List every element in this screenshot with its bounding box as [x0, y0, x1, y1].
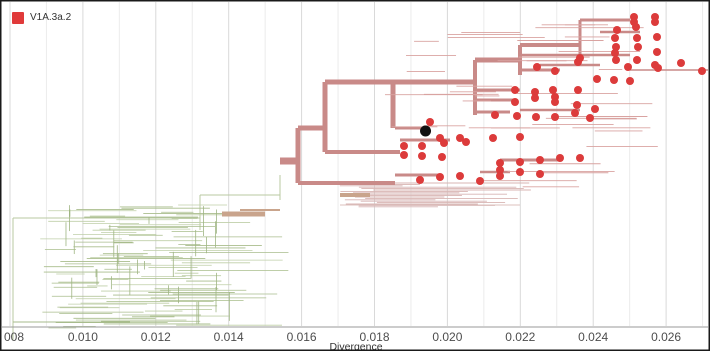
tip-point[interactable] — [418, 142, 426, 150]
x-tick-label: 0.012 — [141, 330, 171, 344]
tip-point[interactable] — [551, 98, 559, 106]
tip-point[interactable] — [531, 88, 539, 96]
tip-point[interactable] — [416, 176, 424, 184]
tip-point[interactable] — [573, 101, 581, 109]
x-tick-label: 0.014 — [214, 330, 244, 344]
tip-point[interactable] — [613, 26, 621, 34]
x-tick-label: 008 — [4, 330, 24, 344]
legend: V1A.3a.2 — [12, 12, 71, 24]
tip-point[interactable] — [654, 64, 662, 72]
tip-point[interactable] — [571, 109, 579, 117]
tip-point[interactable] — [574, 58, 582, 66]
tip-point[interactable] — [593, 75, 601, 83]
tip-point[interactable] — [536, 156, 544, 164]
tip-point[interactable] — [456, 134, 464, 142]
tip-point[interactable] — [591, 105, 599, 113]
tip-point[interactable] — [513, 112, 521, 120]
selected-node-layer[interactable] — [420, 125, 432, 137]
tip-point[interactable] — [438, 153, 446, 161]
tip-point[interactable] — [634, 43, 642, 51]
tip-point[interactable] — [436, 173, 444, 181]
tip-point[interactable] — [626, 77, 634, 85]
x-axis-title: Divergence — [329, 341, 382, 351]
tip-point[interactable] — [400, 142, 408, 150]
tip-point[interactable] — [624, 63, 632, 71]
tip-point[interactable] — [418, 152, 426, 160]
tip-point[interactable] — [574, 86, 582, 94]
intermediate-clade-branches — [222, 182, 531, 217]
tip-point[interactable] — [536, 170, 544, 178]
tip-point[interactable] — [653, 48, 661, 56]
tip-point[interactable] — [556, 154, 564, 162]
tip-point[interactable] — [400, 151, 408, 159]
tip-point[interactable] — [549, 86, 557, 94]
tip-point[interactable] — [532, 113, 540, 121]
tip-point[interactable] — [551, 113, 559, 121]
x-tick-label: 0.018 — [359, 330, 389, 344]
tip-point[interactable] — [632, 23, 640, 31]
tip-point[interactable] — [651, 18, 659, 26]
x-tick-label: 0.016 — [287, 330, 317, 344]
tip-point[interactable] — [440, 139, 448, 147]
tip-point[interactable] — [491, 111, 499, 119]
tip-point[interactable] — [611, 34, 619, 42]
tip-point[interactable] — [531, 94, 539, 102]
tip-point[interactable] — [653, 33, 661, 41]
selected-node[interactable] — [420, 125, 432, 137]
tip-point[interactable] — [551, 67, 559, 75]
tip-point[interactable] — [496, 172, 504, 180]
x-tick-label: 0.020 — [432, 330, 462, 344]
tip-point[interactable] — [496, 166, 504, 174]
legend-label[interactable]: V1A.3a.2 — [30, 12, 72, 23]
tip-point[interactable] — [610, 76, 618, 84]
tip-point[interactable] — [516, 133, 524, 141]
tip-point[interactable] — [576, 154, 584, 162]
tip-point[interactable] — [462, 138, 470, 146]
x-tick-label: 0.026 — [651, 330, 681, 344]
background-clade-branches — [12, 175, 289, 340]
x-tick-label: 0.024 — [578, 330, 608, 344]
tip-point[interactable] — [612, 43, 620, 51]
tip-point[interactable] — [633, 56, 641, 64]
tip-point[interactable] — [496, 159, 504, 167]
tip-point[interactable] — [586, 114, 594, 122]
x-tick-label: 0.022 — [505, 330, 535, 344]
tip-point[interactable] — [426, 118, 434, 126]
tip-point[interactable] — [511, 98, 519, 106]
highlighted-clade-branches[interactable] — [280, 18, 708, 188]
legend-swatch[interactable] — [12, 12, 24, 24]
tip-point[interactable] — [511, 86, 519, 94]
tip-points[interactable] — [400, 13, 706, 185]
tip-point[interactable] — [476, 177, 484, 185]
tip-point[interactable] — [516, 158, 524, 166]
tip-point[interactable] — [677, 59, 685, 67]
tip-point[interactable] — [611, 49, 619, 57]
tip-point[interactable] — [533, 63, 541, 71]
tip-point[interactable] — [612, 56, 620, 64]
tip-point[interactable] — [633, 34, 641, 42]
tip-point[interactable] — [698, 67, 706, 75]
x-axis: 008 0.010 0.012 0.014 0.016 0.018 0.020 0.022 0.… — [2, 326, 708, 351]
tip-point[interactable] — [456, 172, 464, 180]
x-tick-label: 0.010 — [68, 330, 98, 344]
tip-point[interactable] — [489, 134, 497, 142]
tip-point[interactable] — [516, 168, 524, 176]
